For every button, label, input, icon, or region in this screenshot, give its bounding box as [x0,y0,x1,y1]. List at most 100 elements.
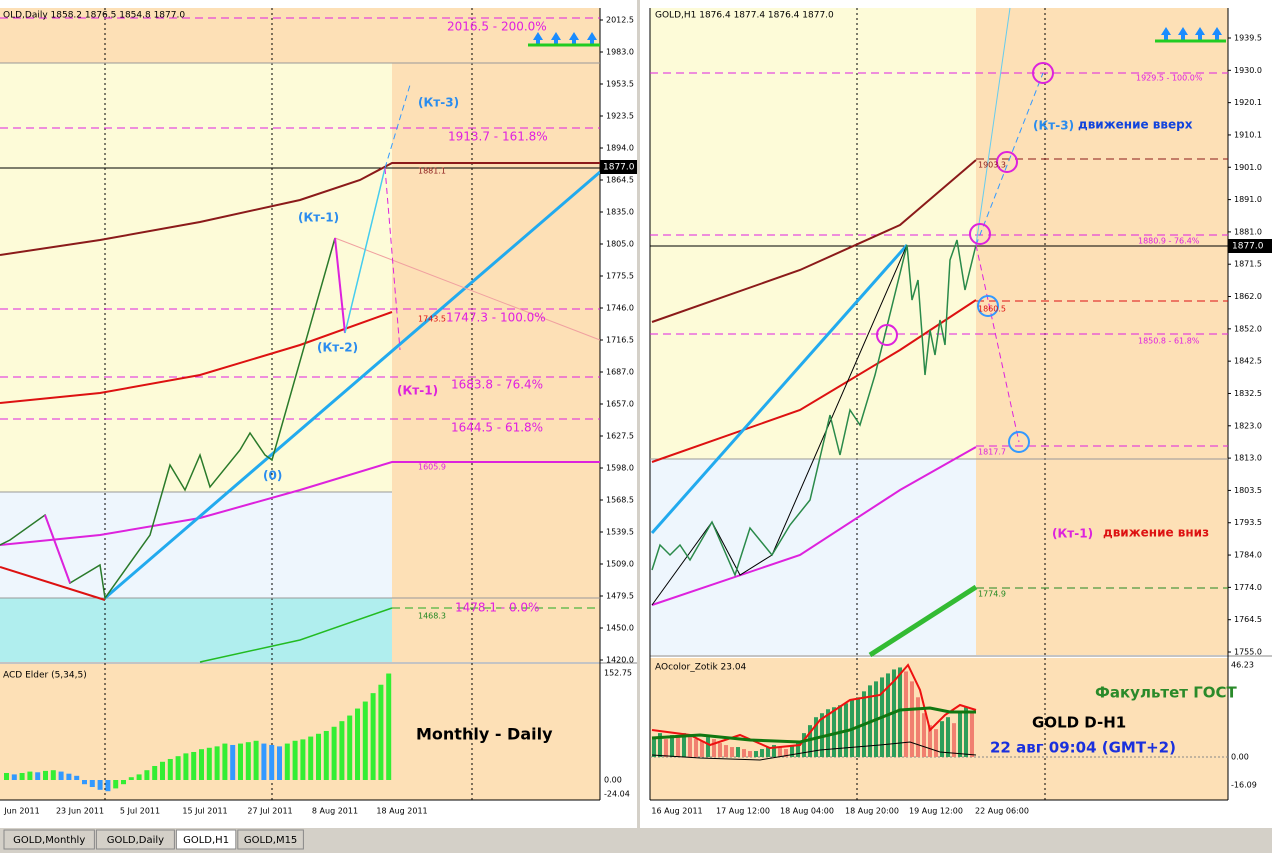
indicator-bar [269,744,275,780]
point-label: (Кт-1) [397,384,438,398]
indicator-bar [27,771,33,780]
indicator-bar [700,741,704,757]
tab[interactable] [237,829,304,850]
date-label: 8 Aug 2011 [312,807,358,816]
price-label: 1864.5 [606,176,634,185]
price-label: 1881.0 [1234,227,1262,236]
indicator-bar [253,740,259,780]
indicator-bar [277,746,282,780]
indicator-bar [355,708,360,780]
price-label: 1813.0 [1234,454,1262,463]
indicator-bar [820,713,824,757]
price-label: 1832.5 [1234,389,1262,398]
indicator-bar [790,745,794,757]
indicator-bar [778,747,782,757]
indicator-bar [754,751,758,757]
indicator-title: ACD Elder (5,34,5) [3,671,87,681]
level-label: 1913.7 - 161.8% [448,130,548,144]
level-label: 1747.3 - 100.0% [446,311,546,325]
price-label: 1983.0 [606,48,634,57]
info-text: 22 авг 09:04 (GMT+2) [990,739,1176,757]
indicator-bar [74,775,80,780]
indicator-bar [191,751,197,780]
indicator-bar [214,746,220,780]
indicator-bar [308,736,314,780]
level-label: 2016.5 - 200.0% [447,20,547,34]
current-price: 1877.0 [1232,242,1264,252]
indicator-bar [4,772,9,780]
indicator-bar [946,717,950,757]
price-label: 1920.1 [1234,98,1262,107]
tab-label[interactable]: GOLD,Daily [107,835,164,846]
indicator-bar [706,737,710,757]
tab[interactable] [175,829,237,850]
indicator-bar [316,733,321,780]
indicator-bar [230,744,236,780]
indicator-bar [772,745,776,757]
date-label: 18 Aug 04:00 [780,807,834,816]
indicator-bar [362,701,368,780]
indicator-bar [19,772,25,780]
indicator-bar [238,743,243,780]
info-text: GOLD D-H1 [1032,714,1126,732]
indicator-bar [670,735,674,757]
date-label: Jun 2011 [3,807,39,816]
indicator-bar [910,681,914,757]
point-label: (Кт-3) [1033,119,1074,133]
tab-label[interactable]: GOLD,M15 [244,835,297,846]
indicator-bar [802,733,806,757]
current-price: 1877.0 [603,163,635,173]
point-label: (0) [263,469,282,483]
indicator-bar [339,721,345,780]
price-label: 1746.0 [606,304,634,313]
price-label: 1835.0 [606,208,634,217]
price-label: 1842.5 [1234,357,1262,366]
ma-label: 1468.3 [418,612,446,621]
tab-label[interactable]: GOLD,H1 [183,835,229,846]
price-label: 1627.5 [606,432,634,441]
price-label: 1450.0 [606,624,634,633]
chart-header: GOLD,H1 1876.4 1877.4 1876.4 1877.0 [655,11,834,21]
date-label: 18 Aug 20:00 [845,807,899,816]
level-label: 1860.5 [978,305,1006,314]
indicator-bar [736,747,740,757]
indicator-bar [206,747,212,780]
price-label: 1805.0 [606,240,634,249]
indicator-bar [261,743,267,780]
ma-label: 1743.5 [418,315,446,324]
indicator-bar [66,773,72,780]
indicator-bar [952,723,956,757]
indicator-axis-label: 46.23 [1231,661,1254,670]
ma-label: 1605.9 [418,463,446,472]
indicator-bar [167,758,173,780]
indicator-bar [748,751,752,757]
chart-header: OLD,Daily 1858.2 1876.5 1854.8 1877.0 [3,11,185,21]
indicator-bar [718,743,722,757]
indicator-bar [144,770,150,780]
price-label: 1687.0 [606,368,634,377]
indicator-bar [682,733,686,757]
indicator-axis-label: 0.00 [604,776,622,785]
date-label: 16 Aug 2011 [651,807,702,816]
indicator-bar [82,780,87,785]
price-label: 1764.5 [1234,615,1262,624]
level-label: 1683.8 - 76.4% [451,378,543,392]
indicator-bar [11,774,17,780]
level-label: 1929.5 - 100.0% [1136,74,1203,83]
indicator-bar [50,770,56,780]
indicator-bar [916,697,920,757]
indicator-bar [222,743,228,780]
indicator-bar [292,740,298,780]
indicator-bar [688,735,692,757]
tab[interactable] [95,829,175,850]
date-label: 5 Jul 2011 [120,807,160,816]
level-label: 1644.5 - 61.8% [451,421,543,435]
price-label: 1923.5 [606,112,634,121]
tab-label[interactable]: GOLD,Monthly [13,835,85,846]
price-label: 1775.5 [606,272,634,281]
indicator-bar [922,713,926,757]
indicator-bar [970,711,974,757]
indicator-bar [43,770,48,780]
indicator-bar [760,749,764,757]
tab[interactable] [3,829,95,850]
